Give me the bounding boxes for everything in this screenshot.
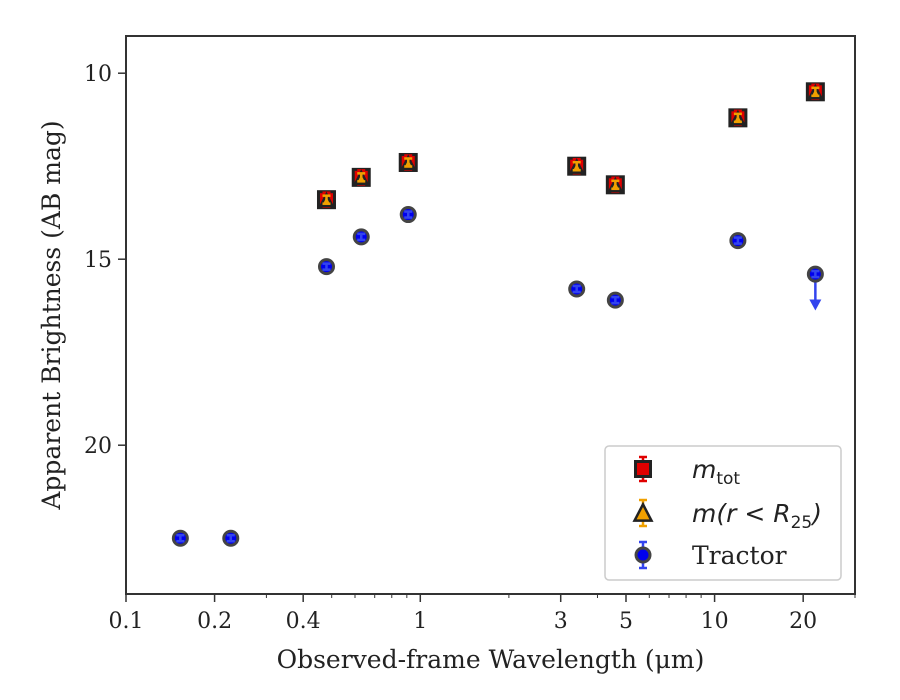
point-tractor <box>317 258 335 276</box>
x-tick-label: 0.4 <box>286 609 321 634</box>
x-tick-label: 3 <box>554 609 568 634</box>
point-tractor <box>806 265 824 311</box>
circle-marker <box>634 546 652 564</box>
x-tick-label: 20 <box>789 609 817 634</box>
x-tick-label: 0.1 <box>109 609 144 634</box>
x-tick-label: 5 <box>619 609 633 634</box>
legend-label-main: Tractor <box>692 541 787 570</box>
x-axis-label: Observed-frame Wavelength (μm) <box>277 645 705 674</box>
point-tractor <box>606 291 624 309</box>
point-tractor <box>222 529 240 547</box>
x-tick-label: 0.2 <box>197 609 232 634</box>
legend-entry: m(r < R25) <box>632 498 822 533</box>
x-tick-label: 1 <box>413 609 427 634</box>
point-m-r25 <box>729 109 746 126</box>
legend-label-subscript: tot <box>716 469 740 489</box>
y-axis-label: Apparent Brightness (AB mag) <box>37 120 66 510</box>
plot-frame <box>125 35 856 595</box>
point-tractor <box>352 228 370 246</box>
point-m-r25 <box>400 154 417 171</box>
y-axis: 10 15 20 <box>84 62 126 459</box>
point-tractor <box>171 529 189 547</box>
point-m-r25 <box>353 169 370 186</box>
y-tick-label: 10 <box>84 62 112 87</box>
point-m-r25 <box>607 176 624 193</box>
y-tick-label: 20 <box>84 434 112 459</box>
legend-box <box>604 445 842 581</box>
point-tractor <box>568 280 586 298</box>
legend-label: m(r < R25) <box>692 499 822 533</box>
legend-label-main: m(r < R <box>692 499 791 528</box>
y-tick-label: 15 <box>84 248 112 273</box>
plot-marks <box>171 82 825 547</box>
legend-label-subscript: 25 <box>791 513 813 533</box>
point-m-r25 <box>318 191 335 208</box>
legend-entry: mtot <box>634 455 740 489</box>
legend-label: mtot <box>692 455 740 489</box>
point-m-r25 <box>568 158 585 174</box>
triangle-marker <box>632 501 654 522</box>
legend-entry: Tractor <box>634 540 787 570</box>
legend-label: Tractor <box>692 541 787 570</box>
square-marker <box>634 460 652 478</box>
upper-limit-arrowhead <box>809 299 822 311</box>
point-tractor <box>399 206 417 224</box>
legend: mtot m(r < R25) Tractor <box>604 445 842 581</box>
point-tractor <box>729 232 747 250</box>
legend-label-main: m <box>692 455 716 484</box>
point-m-r25 <box>807 83 824 100</box>
x-axis: 0.1 0.2 0.4 1 3 5 10 20 <box>109 594 856 634</box>
legend-label-tail: ) <box>810 499 822 528</box>
x-tick-label: 10 <box>701 609 729 634</box>
